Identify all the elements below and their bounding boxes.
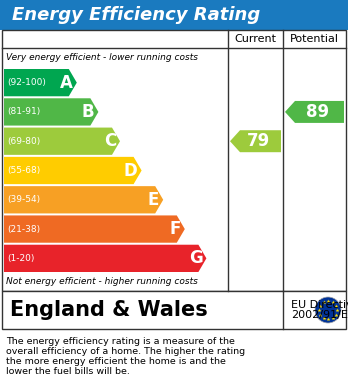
Text: overall efficiency of a home. The higher the rating: overall efficiency of a home. The higher… [6, 347, 245, 356]
Polygon shape [4, 157, 142, 184]
Polygon shape [4, 215, 185, 243]
Text: D: D [124, 161, 137, 179]
Text: B: B [82, 103, 94, 121]
Text: 2002/91/EC: 2002/91/EC [291, 310, 348, 320]
Text: (55-68): (55-68) [7, 166, 40, 175]
Text: The energy efficiency rating is a measure of the: The energy efficiency rating is a measur… [6, 337, 235, 346]
Text: (81-91): (81-91) [7, 108, 40, 117]
Text: E: E [148, 191, 159, 209]
Text: (1-20): (1-20) [7, 254, 34, 263]
Polygon shape [4, 69, 77, 96]
Text: Potential: Potential [290, 34, 339, 44]
Polygon shape [230, 130, 281, 152]
Text: A: A [60, 74, 73, 91]
Text: (92-100): (92-100) [7, 78, 46, 87]
Text: (21-38): (21-38) [7, 224, 40, 233]
Text: 89: 89 [306, 103, 329, 121]
Polygon shape [4, 245, 206, 272]
Bar [2, 30, 346, 291]
Text: Very energy efficient - lower running costs: Very energy efficient - lower running co… [6, 54, 198, 63]
Text: the more energy efficient the home is and the: the more energy efficient the home is an… [6, 357, 226, 366]
Text: Energy Efficiency Rating: Energy Efficiency Rating [12, 6, 260, 24]
Text: C: C [104, 132, 116, 150]
Text: G: G [189, 249, 203, 267]
Bar [0, 0, 348, 30]
Text: (69-80): (69-80) [7, 137, 40, 146]
Text: lower the fuel bills will be.: lower the fuel bills will be. [6, 367, 130, 376]
Polygon shape [285, 101, 344, 123]
Text: England & Wales: England & Wales [10, 300, 208, 320]
Text: Not energy efficient - higher running costs: Not energy efficient - higher running co… [6, 276, 198, 285]
Polygon shape [4, 98, 98, 126]
Text: Current: Current [235, 34, 277, 44]
Text: F: F [169, 220, 181, 238]
Polygon shape [4, 127, 120, 155]
Bar [2, 291, 346, 329]
Text: 79: 79 [247, 132, 270, 150]
Polygon shape [4, 186, 163, 213]
Circle shape [315, 297, 341, 323]
Text: EU Directive: EU Directive [291, 300, 348, 310]
Text: (39-54): (39-54) [7, 195, 40, 204]
